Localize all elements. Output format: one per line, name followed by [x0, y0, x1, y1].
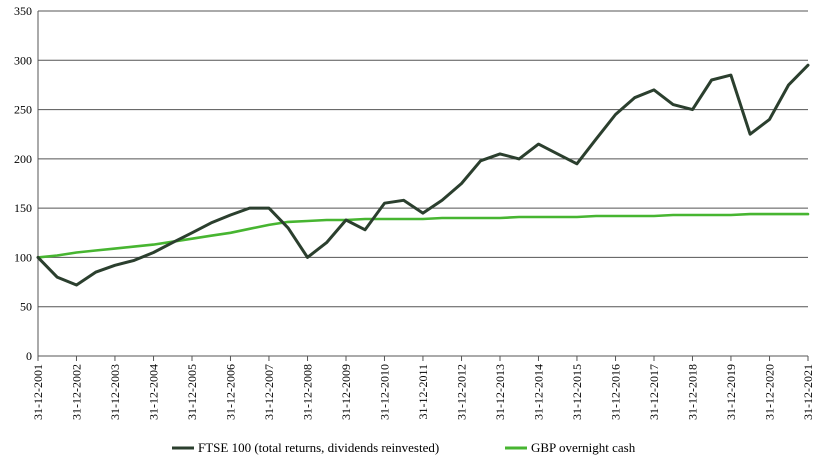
x-tick-label: 31-12-2012 [455, 364, 469, 420]
x-tick-label: 31-12-2013 [493, 364, 507, 420]
x-tick-label: 31-12-2016 [609, 364, 623, 420]
x-tick-label: 31-12-2018 [685, 364, 699, 420]
x-tick-label: 31-12-2006 [223, 364, 237, 420]
series-line-1 [36, 212, 810, 259]
series-line-0 [36, 63, 810, 287]
y-tick-label: 150 [14, 201, 32, 215]
y-tick-label: 250 [14, 103, 32, 117]
y-tick-label: 100 [14, 250, 32, 264]
x-tick-label: 31-12-2015 [570, 364, 584, 420]
gridlines [38, 10, 808, 357]
x-tick-label: 31-12-2017 [647, 364, 661, 420]
x-tick-label: 31-12-2007 [262, 364, 276, 420]
x-tick-label: 31-12-2005 [185, 364, 199, 420]
x-tick-label: 31-12-2004 [147, 364, 161, 420]
x-tick-label: 31-12-2021 [801, 364, 815, 420]
x-tick-label: 31-12-2020 [763, 364, 777, 420]
y-tick-label: 200 [14, 152, 32, 166]
x-tick-label: 31-12-2019 [724, 364, 738, 420]
x-tick-label: 31-12-2002 [69, 364, 83, 420]
legend-label-0: FTSE 100 (total returns, dividends reinv… [198, 440, 439, 455]
legend-label-1: GBP overnight cash [531, 440, 636, 455]
y-tick-label: 50 [20, 300, 32, 314]
y-tick-label: 350 [14, 4, 32, 18]
x-tick-label: 31-12-2011 [416, 364, 430, 420]
x-tick-label: 31-12-2014 [531, 364, 545, 420]
series-lines [36, 63, 810, 287]
x-tick-label: 31-12-2001 [31, 364, 45, 420]
y-tick-label: 300 [14, 53, 32, 67]
x-tick-label: 31-12-2009 [339, 364, 353, 420]
x-tick-label: 31-12-2010 [377, 364, 391, 420]
y-tick-label: 0 [26, 349, 32, 363]
axes: 0 50 100 150 200 250 300 350 31-12-2001 31-12-200… [14, 4, 815, 420]
x-tick-label: 31-12-2008 [301, 364, 315, 420]
x-tick-label: 31-12-2003 [108, 364, 122, 420]
legend: FTSE 100 (total returns, dividends reinv… [172, 440, 636, 455]
